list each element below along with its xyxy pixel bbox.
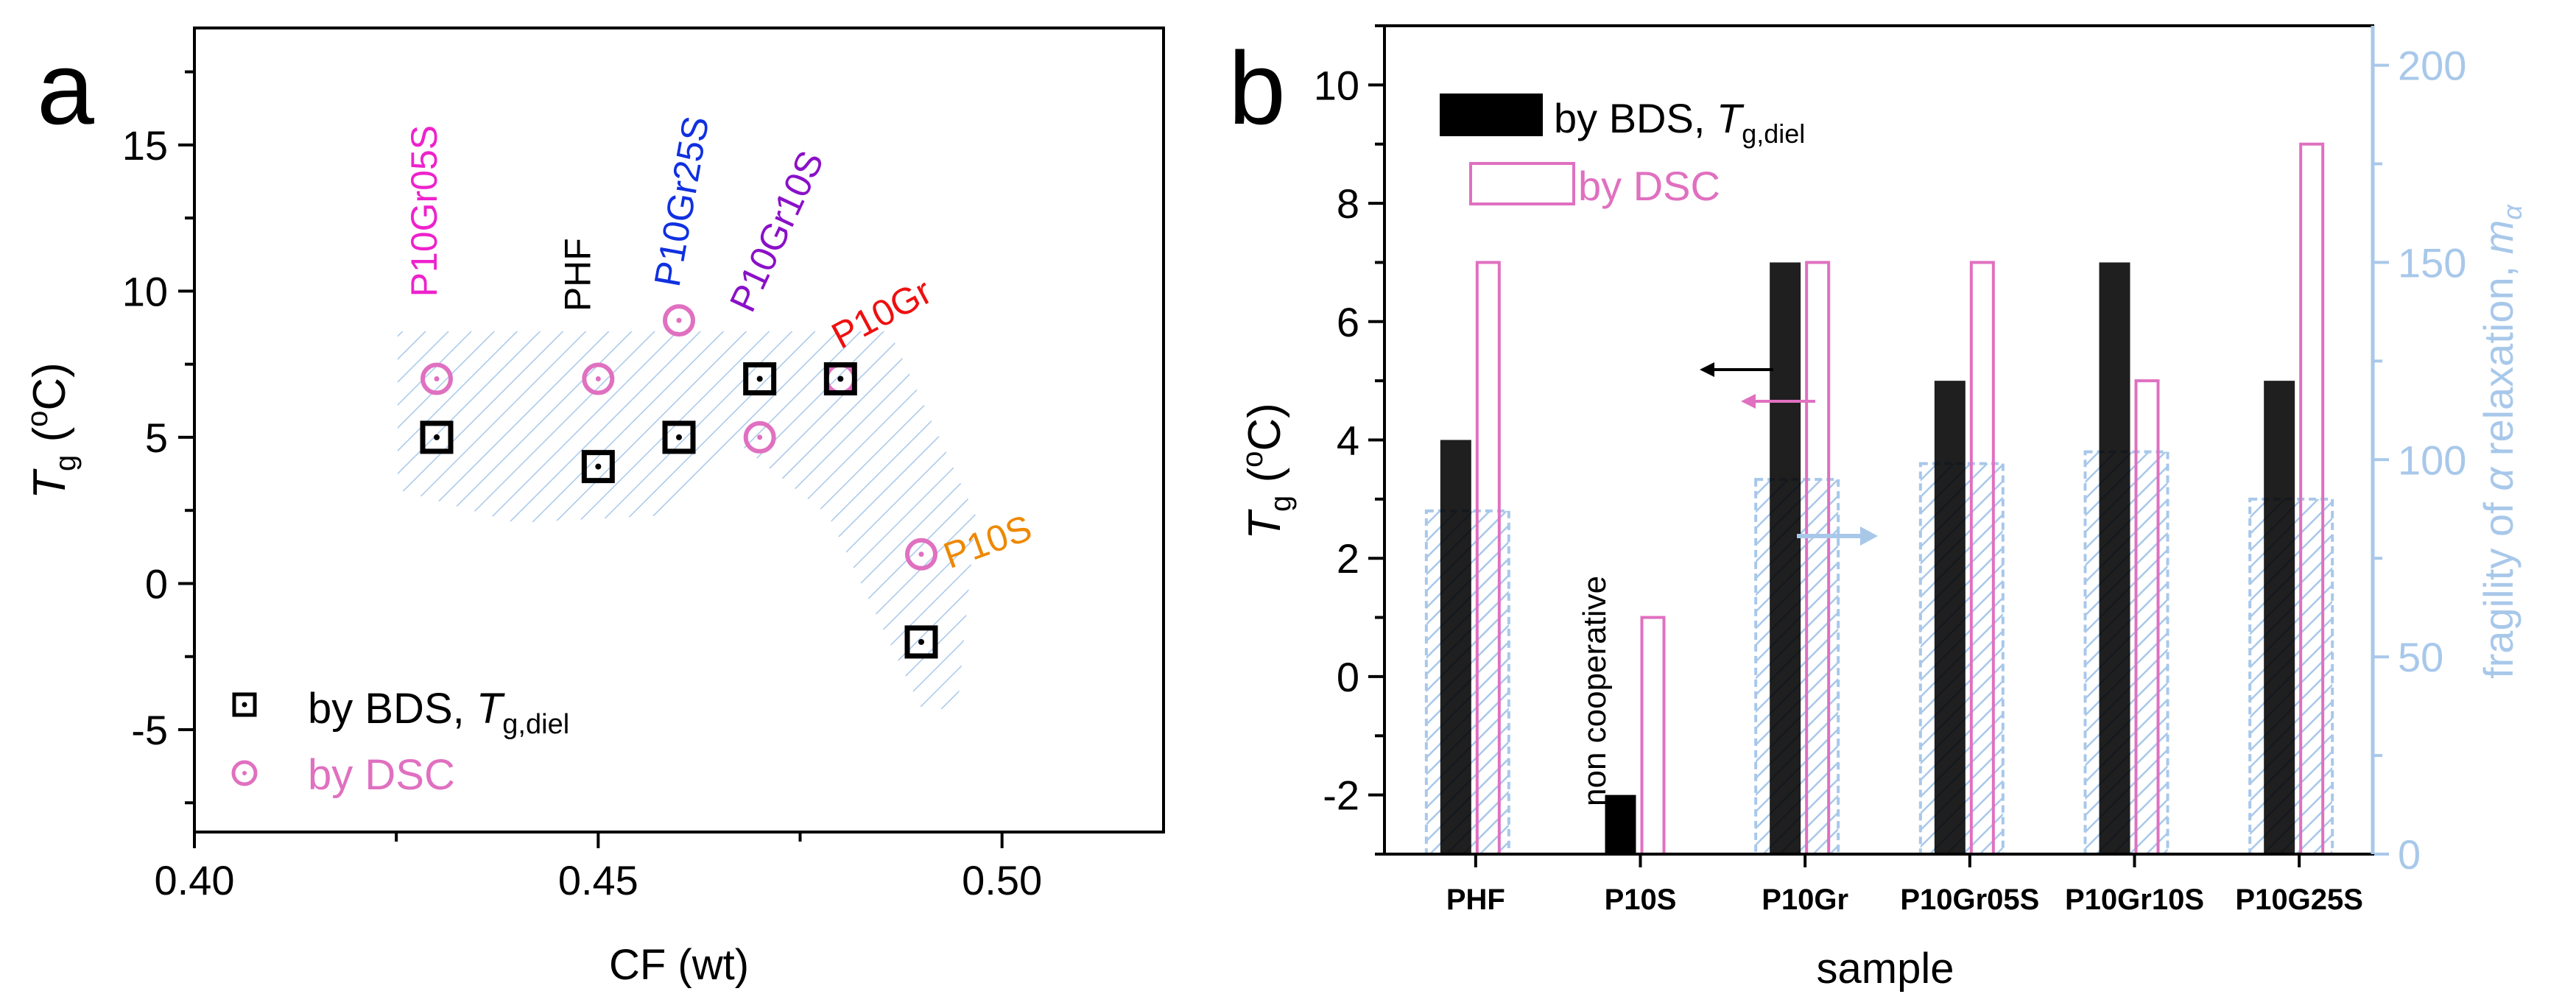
y-tick-label: 15	[122, 122, 168, 169]
panel-b: b PHF P10S P10Gr P10Gr05S P10Gr10S P10G25S -2 0…	[1228, 24, 2527, 993]
bds-bar	[2099, 262, 2130, 854]
panel-b-letter: b	[1228, 30, 1286, 146]
dsc-bar	[1640, 616, 1666, 856]
bds-point-center	[837, 376, 844, 382]
category-label: P10G25S	[2235, 884, 2362, 916]
x-tick-label: 0.50	[962, 857, 1042, 903]
dsc-point	[743, 420, 776, 454]
y-left-tick-label: 2	[1337, 535, 1359, 582]
bds-point-center	[434, 434, 440, 440]
legend-bds-dot	[242, 702, 247, 708]
panel-b-legend: by BDS, Tg,diel by DSC	[1440, 94, 1805, 209]
bds-point-center	[676, 434, 682, 440]
panel-b-plot-frame	[1383, 24, 2374, 856]
bds-point	[581, 450, 615, 484]
legend-dsc-marker	[231, 760, 258, 786]
bds-point	[823, 362, 857, 396]
y-left-tick-label: 10	[1314, 62, 1359, 108]
arrow-dsc-left-head	[1741, 394, 1756, 409]
bds-point-center	[918, 638, 924, 645]
bds-point	[420, 420, 454, 454]
y-right-tick-label: 50	[2398, 634, 2443, 680]
dsc-point	[582, 362, 615, 395]
dsc-point	[905, 538, 937, 571]
panel-a-plot-frame	[193, 27, 1165, 833]
bds-bar	[1770, 262, 1801, 854]
panel-a-legend-bds: by BDS, Tg,diel	[308, 685, 569, 740]
x-tick-label: 0.45	[558, 857, 638, 903]
category-label: P10Gr05S	[1900, 884, 2039, 916]
panel-a-xlabel: CF (wt)	[609, 941, 749, 989]
panel-a: a 0.40 0.45 0.50 -5 0 5 10 15 P10Gr05S PHF P10Gr2…	[21, 27, 1165, 989]
y-tick-label: 10	[122, 268, 168, 314]
y-right-tick-label: 200	[2398, 43, 2466, 89]
dsc-point-center	[676, 317, 682, 323]
dsc-point-center	[918, 551, 924, 557]
arrow-bds-left-head	[1700, 362, 1714, 377]
panel-a-marks	[420, 304, 938, 659]
sample-label: P10Gr25S	[647, 113, 717, 290]
panel-b-ylabel-left: Tg (oC)	[1236, 403, 1297, 540]
dsc-point-center	[757, 434, 763, 440]
panel-b-axis-arrows	[1700, 362, 1878, 546]
y-right-tick-label: 0	[2398, 831, 2421, 878]
y-left-tick-label: 6	[1337, 299, 1359, 345]
arrow-fragility-right-head	[1860, 526, 1878, 546]
dsc-point	[663, 304, 695, 337]
y-tick-label: -5	[131, 707, 168, 753]
legend-bds-swatch	[1440, 94, 1543, 136]
legend-dsc-swatch	[1469, 162, 1575, 205]
y-left-tick-label: -2	[1323, 772, 1359, 819]
category-label: P10S	[1605, 884, 1677, 916]
y-right-tick-label: 100	[2398, 437, 2466, 483]
panel-b-bars	[1424, 142, 2334, 856]
panel-b-ylabel-right: fragility of α relaxation, mα	[2475, 204, 2527, 679]
panel-b-ticks: PHF P10S P10Gr P10Gr05S P10Gr10S P10G25S -2 0 2 4…	[1314, 24, 2466, 916]
panel-b-xlabel: sample	[1817, 945, 1954, 993]
bds-point	[662, 420, 696, 454]
dsc-point-center	[434, 376, 440, 382]
x-tick-label: 0.40	[155, 857, 235, 903]
dsc-point	[420, 362, 453, 395]
panel-b-annotation-non-cooperative: non cooperative	[1577, 576, 1613, 806]
y-right-tick-label: 150	[2398, 239, 2466, 286]
category-label: P10Gr10S	[2065, 884, 2204, 916]
panel-a-ylabel: Tg (oC)	[21, 362, 82, 499]
panel-a-legend: by BDS, Tg,diel by DSC	[231, 685, 569, 799]
dsc-point-center	[595, 376, 601, 382]
y-tick-label: 5	[145, 415, 168, 461]
panel-b-legend-bds: by BDS, Tg,diel	[1554, 95, 1805, 149]
bds-bar	[1934, 381, 1966, 854]
legend-dsc-dot	[242, 771, 247, 775]
panel-b-legend-dsc: by DSC	[1578, 163, 1720, 209]
sample-label: P10Gr05S	[404, 125, 445, 297]
bds-bar	[1440, 440, 1471, 854]
y-left-tick-label: 4	[1337, 417, 1359, 464]
panel-a-shaded-region	[398, 331, 976, 711]
bds-point-center	[756, 376, 763, 382]
category-label: P10Gr	[1762, 884, 1848, 916]
panel-a-letter: a	[37, 30, 94, 146]
bds-point	[743, 362, 777, 396]
panel-a-ticks: 0.40 0.45 0.50 -5 0 5 10 15	[122, 70, 1042, 903]
legend-bds-marker	[232, 692, 257, 717]
bds-point	[904, 625, 938, 659]
bds-point-center	[595, 463, 602, 470]
y-left-tick-label: 0	[1337, 654, 1359, 700]
bds-bar	[2264, 381, 2295, 854]
panel-a-legend-dsc: by DSC	[308, 751, 455, 799]
category-label: PHF	[1446, 884, 1505, 916]
y-left-tick-label: 8	[1337, 180, 1359, 227]
bds-bar	[1605, 794, 1636, 854]
sample-label: P10Gr10S	[722, 145, 831, 318]
sample-label: PHF	[557, 238, 598, 311]
y-tick-label: 0	[145, 560, 168, 607]
